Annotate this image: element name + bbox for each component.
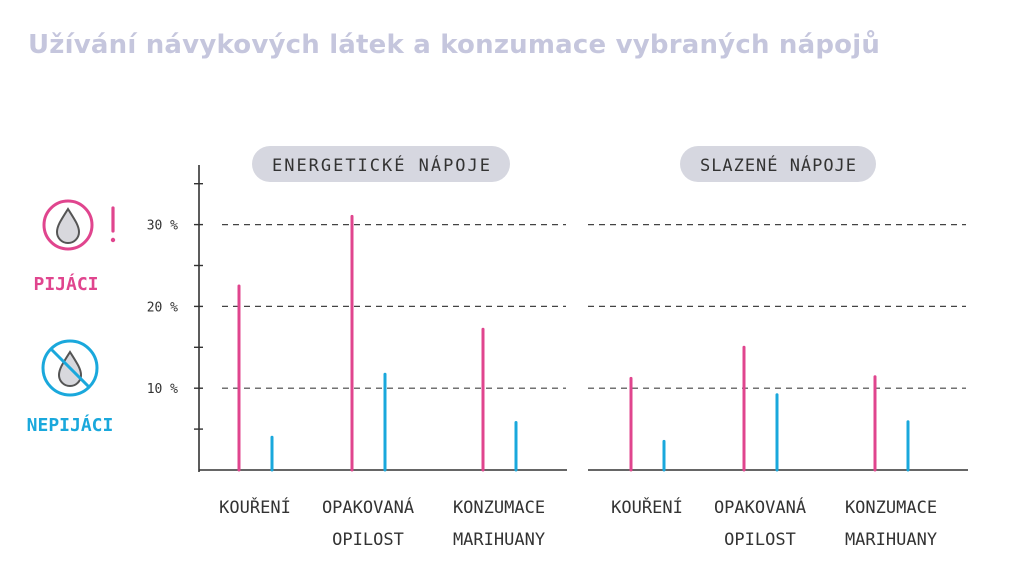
- panel-label: ENERGETICKÉ NÁPOJE: [272, 154, 490, 176]
- category-label: OPILOST: [724, 530, 796, 550]
- plot-area: 10 % 20 % 30 % ENERGETICKÉ NÁPOJE KOUŘENÍ OPA…: [147, 146, 968, 550]
- category-label: KONZUMACE: [453, 498, 545, 518]
- y-tick-label: 30 %: [147, 219, 178, 234]
- category-label: KOUŘENÍ: [611, 496, 683, 518]
- y-tick-label: 20 %: [147, 300, 178, 315]
- panel-label-pill: [252, 146, 510, 182]
- category-label: OPAKOVANÁ: [714, 496, 806, 518]
- chart-title: Užívání návykových látek a konzumace vyb…: [28, 30, 881, 60]
- category-label: MARIHUANY: [845, 530, 937, 550]
- no-water-drop-icon: [41, 339, 99, 397]
- legend-label-drinkers: PIJÁCI: [33, 273, 98, 295]
- y-tick-label: 10 %: [147, 382, 178, 397]
- legend-drinkers: PIJÁCI: [33, 199, 116, 295]
- category-label: KONZUMACE: [845, 498, 937, 518]
- panel-label-pill: [680, 146, 876, 182]
- legend-label-non-drinkers: NEPIJÁCI: [27, 414, 114, 436]
- category-label: OPAKOVANÁ: [322, 496, 414, 518]
- water-drop-exclamation-icon: [42, 199, 116, 251]
- panel-label: SLAZENÉ NÁPOJE: [700, 154, 856, 176]
- category-label: OPILOST: [332, 530, 404, 550]
- category-label: MARIHUANY: [453, 530, 545, 550]
- legend-non-drinkers: NEPIJÁCI: [27, 339, 114, 436]
- category-label: KOUŘENÍ: [219, 496, 291, 518]
